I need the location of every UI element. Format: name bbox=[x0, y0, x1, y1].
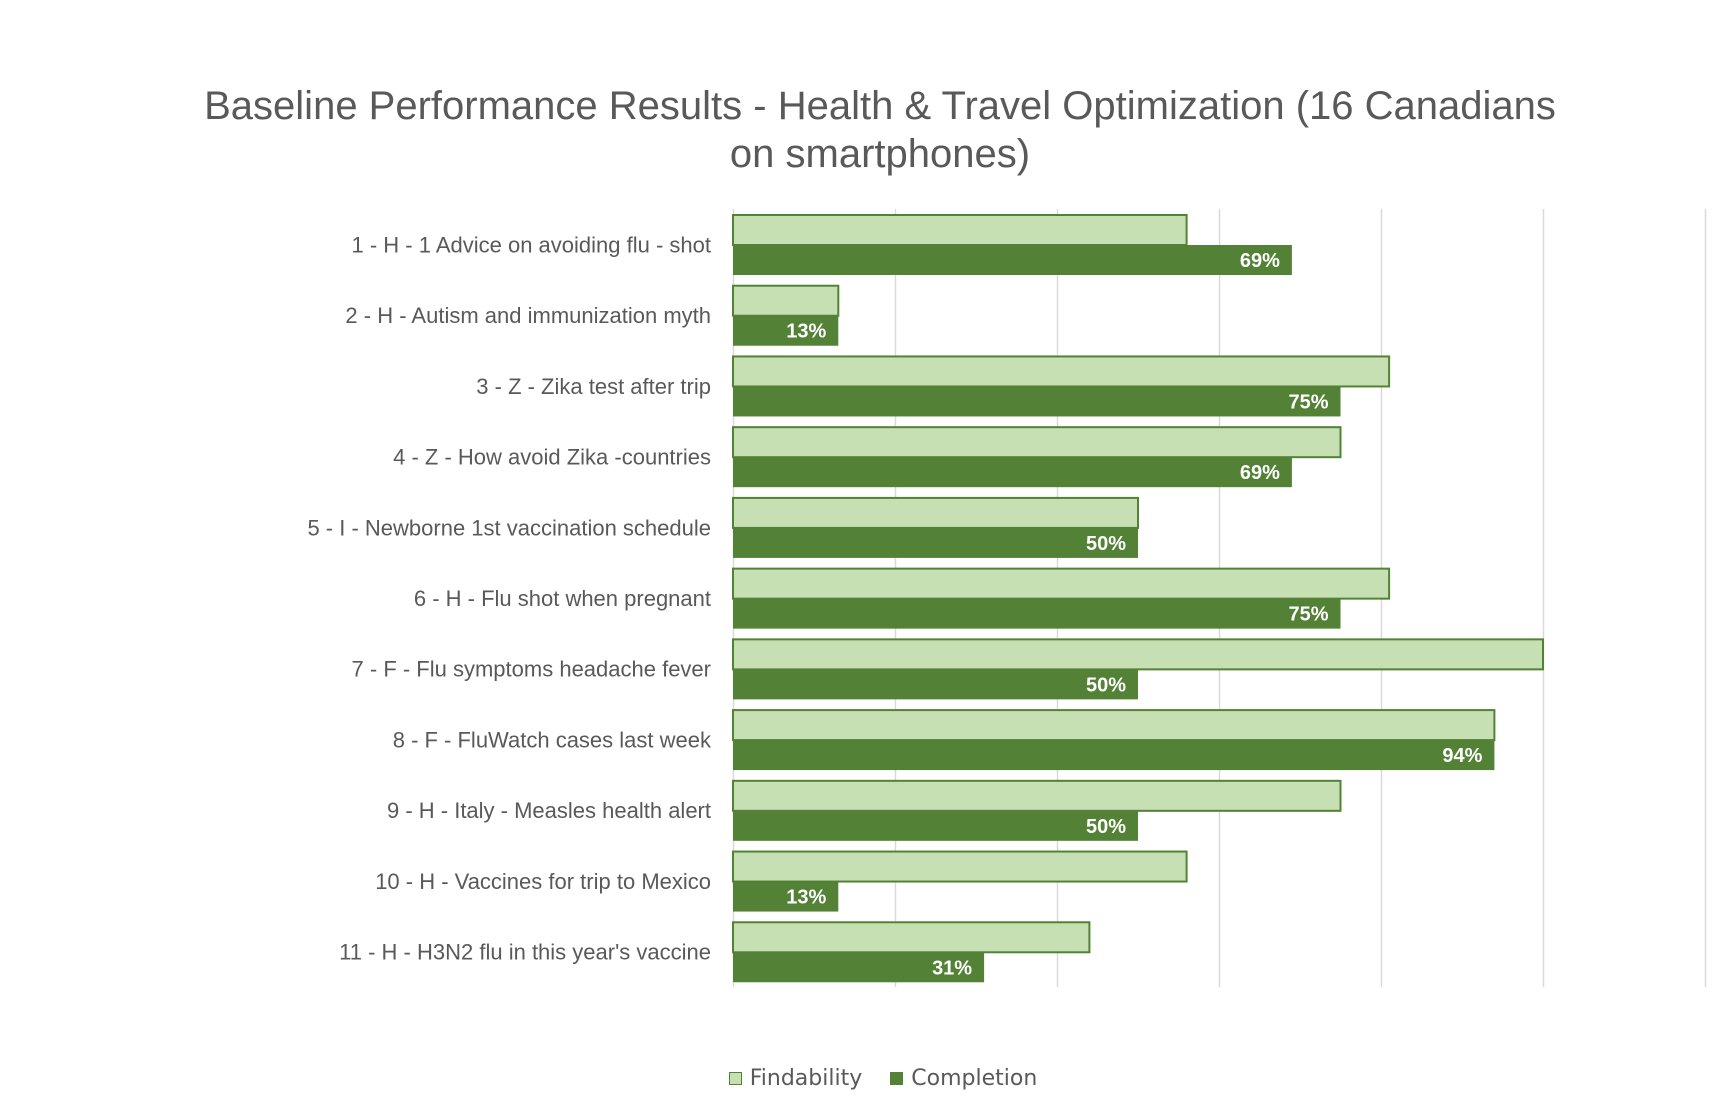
bar-completion[interactable] bbox=[733, 881, 839, 912]
data-label-completion: 50% bbox=[1086, 816, 1126, 838]
category-label: 6 - H - Flu shot when pregnant bbox=[414, 586, 711, 611]
bar-completion[interactable] bbox=[733, 598, 1341, 629]
data-label-completion: 13% bbox=[786, 887, 826, 909]
legend-item-findability[interactable]: Findability bbox=[728, 1066, 863, 1091]
legend-swatch-completion bbox=[890, 1072, 904, 1085]
bar-completion[interactable] bbox=[733, 740, 1495, 771]
category-label: 5 - I - Newborne 1st vaccination schedul… bbox=[307, 515, 711, 540]
data-label-completion: 69% bbox=[1240, 250, 1280, 272]
category-label: 11 - H - H3N2 flu in this year's vaccine bbox=[339, 940, 711, 965]
bar-findability[interactable] bbox=[732, 567, 1391, 600]
bar-findability[interactable] bbox=[732, 355, 1391, 388]
bar-findability[interactable] bbox=[732, 709, 1496, 742]
bar-findability[interactable] bbox=[732, 638, 1544, 671]
data-label-completion: 75% bbox=[1288, 391, 1328, 413]
category-label: 4 - Z - How avoid Zika -countries bbox=[393, 445, 711, 470]
category-label: 7 - F - Flu symptoms headache fever bbox=[352, 657, 711, 682]
data-label-completion: 75% bbox=[1288, 604, 1328, 626]
bar-completion[interactable] bbox=[733, 810, 1138, 841]
bar-completion[interactable] bbox=[733, 386, 1341, 417]
bar-completion[interactable] bbox=[733, 315, 839, 346]
bar-findability[interactable] bbox=[732, 496, 1139, 529]
bar-findability[interactable] bbox=[732, 426, 1342, 459]
data-label-completion: 50% bbox=[1086, 674, 1126, 696]
category-label: 9 - H - Italy - Measles health alert bbox=[387, 798, 711, 823]
data-label-completion: 31% bbox=[932, 957, 972, 979]
bar-findability[interactable] bbox=[732, 921, 1091, 954]
category-label: 3 - Z - Zika test after trip bbox=[476, 374, 711, 399]
bar-findability[interactable] bbox=[732, 284, 840, 317]
category-label: 8 - F - FluWatch cases last week bbox=[393, 727, 712, 752]
legend-swatch-findability bbox=[728, 1072, 742, 1085]
bar-findability[interactable] bbox=[732, 779, 1342, 812]
bar-findability[interactable] bbox=[732, 850, 1188, 883]
data-label-completion: 13% bbox=[786, 321, 826, 343]
category-label: 1 - H - 1 Advice on avoiding flu - shot bbox=[351, 232, 711, 257]
data-label-completion: 50% bbox=[1086, 533, 1126, 555]
category-label: 10 - H - Vaccines for trip to Mexico bbox=[375, 869, 711, 894]
bar-findability[interactable] bbox=[732, 214, 1188, 246]
legend-item-completion[interactable]: Completion bbox=[890, 1066, 1037, 1091]
legend-label-completion: Completion bbox=[911, 1066, 1038, 1091]
bar-completion[interactable] bbox=[733, 527, 1138, 558]
bar-completion[interactable] bbox=[733, 669, 1138, 700]
chart-legend: Findability Completion bbox=[0, 1066, 1736, 1091]
legend-label-findability: Findability bbox=[749, 1066, 863, 1091]
category-label: 2 - H - Autism and immunization myth bbox=[345, 303, 711, 328]
bar-completion[interactable] bbox=[733, 245, 1292, 275]
chart-title: Baseline Performance Results - Health & … bbox=[204, 84, 1556, 176]
bar-completion[interactable] bbox=[733, 952, 985, 983]
data-label-completion: 94% bbox=[1442, 745, 1482, 767]
bar-completion[interactable] bbox=[733, 457, 1292, 488]
data-label-completion: 69% bbox=[1240, 462, 1280, 484]
